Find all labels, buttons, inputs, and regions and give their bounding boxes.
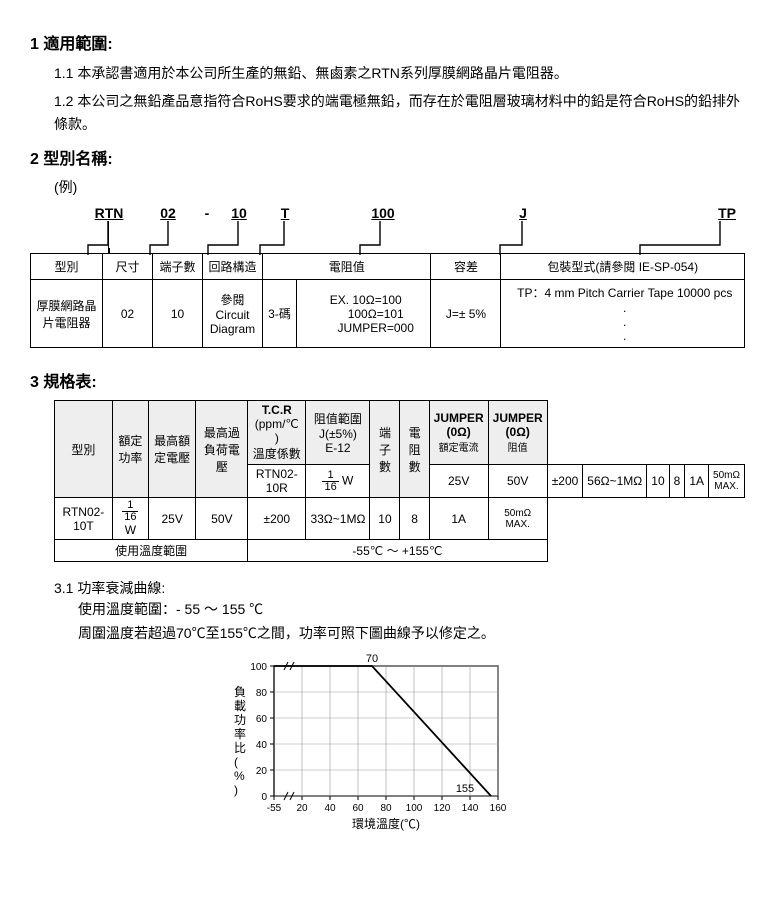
t1h-2: 端子數	[153, 254, 203, 280]
svg-text:100: 100	[250, 662, 267, 673]
svg-text:120: 120	[433, 803, 450, 814]
svg-text:): )	[234, 783, 238, 797]
r0c7: 8	[669, 465, 685, 498]
r0c5: 56Ω~1MΩ	[583, 465, 647, 498]
code-7: TP	[716, 205, 738, 221]
code-5: 100	[369, 205, 396, 221]
r1c8: 1A	[429, 498, 488, 540]
svg-text:80: 80	[255, 688, 267, 699]
r0c0: RTN02-10R	[248, 465, 306, 498]
r0c6: 10	[647, 465, 669, 498]
r1c2: 25V	[148, 498, 196, 540]
svg-text:80: 80	[380, 803, 392, 814]
svg-text:20: 20	[255, 766, 267, 777]
t1r-6: TP：4 mm Pitch Carrier Tape 10000 pcs . .…	[501, 280, 745, 348]
r1c3: 50V	[196, 498, 248, 540]
t2h-2: 最高額定電壓	[148, 401, 196, 498]
svg-text:%: %	[234, 769, 245, 783]
svg-text:0: 0	[261, 792, 267, 803]
svg-text:20: 20	[296, 803, 308, 814]
r1c9: 50mΩ MAX.	[488, 498, 547, 540]
t2h-1: 額定功率	[112, 401, 148, 498]
t1r-5: J=± 5%	[431, 280, 501, 348]
t2h-3: 最高過負荷電壓	[196, 401, 248, 498]
r0c1: 116 W	[306, 465, 370, 498]
t1h-4: 電阻值	[263, 254, 431, 280]
s31-l1: 使用溫度範圍：- 55 ～ 155 ℃	[78, 598, 745, 622]
code-6: J	[517, 205, 529, 221]
t2-footer-label: 使用溫度範圍	[55, 540, 248, 562]
svg-text:率: 率	[234, 726, 246, 741]
svg-text:40: 40	[255, 740, 267, 751]
code-3: 10	[229, 205, 249, 221]
svg-text:-55: -55	[266, 803, 281, 814]
t1h-6: 包裝型式(請參閱 IE-SP-054)	[501, 254, 745, 280]
svg-text:功: 功	[234, 713, 246, 727]
s1-p2: 1.2 本公司之無鉛產品意指符合RoHS要求的端電極無鉛，而存在於電阻層玻璃材料…	[54, 90, 745, 135]
svg-text:40: 40	[324, 803, 336, 814]
t1r-2: 10	[153, 280, 203, 348]
t1r-4a: 3-碼	[263, 280, 297, 348]
t1h-1: 尺寸	[103, 254, 153, 280]
r1c6: 10	[370, 498, 400, 540]
t2-footer-value: -55℃ ～ +155℃	[248, 540, 548, 562]
s3-title: 3 規格表:	[30, 368, 745, 392]
code-0: RTN	[93, 205, 126, 221]
svg-text:160: 160	[489, 803, 506, 814]
svg-text:負: 負	[234, 685, 246, 699]
svg-text:60: 60	[352, 803, 364, 814]
t2h-6: 端子數	[370, 401, 400, 498]
svg-text:環境溫度(℃): 環境溫度(℃)	[352, 816, 420, 831]
r1c5: 33Ω~1MΩ	[306, 498, 370, 540]
t1h-5: 容差	[431, 254, 501, 280]
t1h-3: 回路構造	[203, 254, 263, 280]
t1r-0: 厚膜網路晶片電阻器	[31, 280, 103, 348]
part-code-row: RTN 02 - 10 T 100 J TP	[80, 205, 745, 221]
r0c9: 50mΩ MAX.	[709, 465, 745, 498]
s31-l2: 周圍溫度若超過70℃至155℃之間，功率可照下圖曲線予以修定之。	[78, 622, 745, 646]
t1h-0: 型別	[31, 254, 103, 280]
r0c3: 50V	[488, 465, 547, 498]
s2-example: (例)	[54, 177, 745, 197]
r1c1: 116 W	[112, 498, 148, 540]
t2-row1: RTN02-10T 116 W 25V 50V ±200 33Ω~1MΩ 10 …	[55, 498, 745, 540]
r0c8: 1A	[685, 465, 709, 498]
code-dash: -	[198, 205, 216, 221]
t1r-3: 參閱 Circuit Diagram	[203, 280, 263, 348]
svg-text:100: 100	[405, 803, 422, 814]
s31-title: 3.1 功率衰減曲線:	[54, 578, 745, 598]
t2h-4: T.C.R (ppm/℃ ) 溫度係數	[248, 401, 306, 465]
r1c7: 8	[400, 498, 429, 540]
s1-p1: 1.1 本承認書適用於本公司所生產的無鉛、無鹵素之RTN系列厚膜網路晶片電阻器。	[54, 62, 745, 84]
t1r-1: 02	[103, 280, 153, 348]
r0c2: 25V	[429, 465, 488, 498]
s2-title: 2 型別名稱:	[30, 145, 745, 169]
t1r-4b: EX. 10Ω=100 100Ω=101 JUMPER=000	[297, 280, 431, 348]
r1c0: RTN02-10T	[55, 498, 113, 540]
r1c4: ±200	[248, 498, 306, 540]
t2h-5: 阻值範圍 J(±5%) E-12	[306, 401, 370, 465]
svg-text:比: 比	[234, 741, 246, 755]
spec-table: 型別 額定功率 最高額定電壓 最高過負荷電壓 T.C.R (ppm/℃ ) 溫度…	[54, 400, 745, 562]
s1-title: 1 適用範圍:	[30, 30, 745, 54]
t2h-0: 型別	[55, 401, 113, 498]
svg-text:70: 70	[365, 653, 377, 665]
svg-text:(: (	[234, 755, 238, 769]
code-4: T	[279, 205, 292, 221]
derating-chart: 0 20 40 60 80 100 -55 20 40 60 80 100 120 140 160 70 155…	[218, 652, 558, 852]
svg-text:載: 載	[234, 699, 246, 713]
svg-text:60: 60	[255, 714, 267, 725]
t2h-9: JUMPER (0Ω) 阻值	[488, 401, 547, 465]
svg-text:155: 155	[455, 783, 473, 795]
r0c4: ±200	[547, 465, 583, 498]
code-1: 02	[158, 205, 178, 221]
partnum-table: 型別 尺寸 端子數 回路構造 電阻值 容差 包裝型式(請參閱 IE-SP-054…	[30, 253, 745, 348]
connector-row	[80, 221, 745, 253]
t2h-8: JUMPER (0Ω) 額定電流	[429, 401, 488, 465]
svg-text:140: 140	[461, 803, 478, 814]
t2h-7: 電阻數	[400, 401, 429, 498]
